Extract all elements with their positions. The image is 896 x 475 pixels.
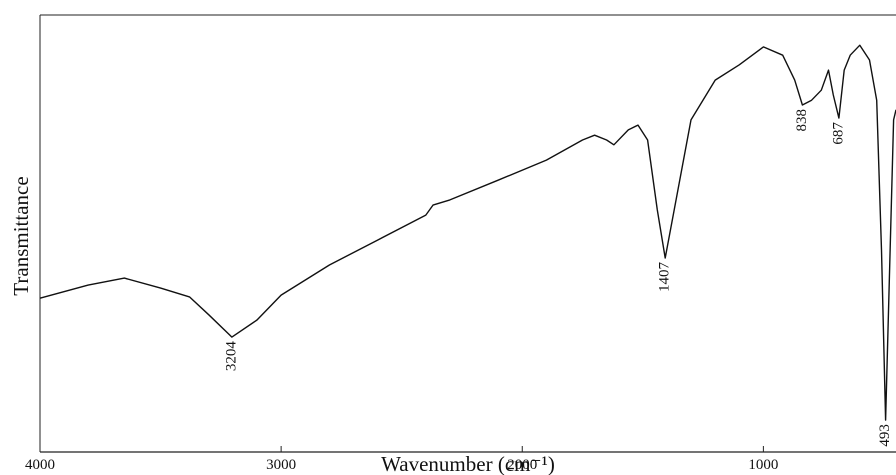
peak-label: 687 [830, 122, 846, 145]
x-tick-label: 2000 [507, 457, 537, 473]
peak-label: 3204 [223, 341, 239, 372]
peak-label: 1407 [657, 261, 673, 292]
peak-label: 838 [794, 109, 810, 132]
y-axis-label: Transmittance [9, 176, 33, 295]
spectrum-line [39, 44, 896, 421]
x-tick-label: 4000 [25, 457, 55, 473]
peak-label: 493 [877, 424, 893, 447]
x-tick-label: 1000 [748, 457, 778, 473]
x-axis-label: Wavenumber (cm⁻¹) [381, 452, 555, 475]
x-tick-label: 3000 [266, 457, 296, 473]
